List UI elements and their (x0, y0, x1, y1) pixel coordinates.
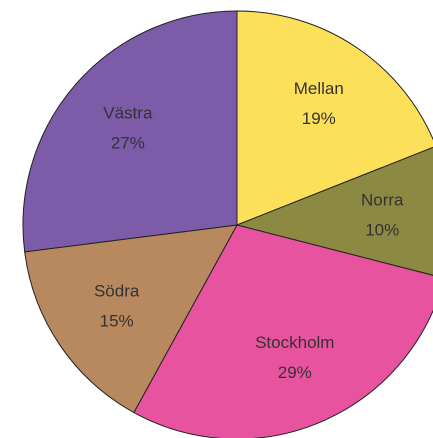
slice-value-label: 15% (100, 311, 134, 330)
slice-label: Västra (103, 103, 153, 122)
slice-label: Norra (361, 190, 404, 209)
slice-label: Mellan (294, 79, 344, 98)
pie-slice (133, 224, 433, 438)
pie-slice (24, 224, 238, 414)
pie-slice (22, 10, 238, 253)
pie-slice (236, 10, 433, 226)
slice-label: Stockholm (255, 333, 334, 352)
slice-value-label: 19% (302, 109, 336, 128)
slice-value-label: 29% (278, 363, 312, 382)
pie-slice (235, 146, 433, 276)
slice-label: Södra (94, 281, 140, 300)
slice-value-label: 10% (365, 220, 399, 239)
slice-value-label: 27% (111, 133, 145, 152)
